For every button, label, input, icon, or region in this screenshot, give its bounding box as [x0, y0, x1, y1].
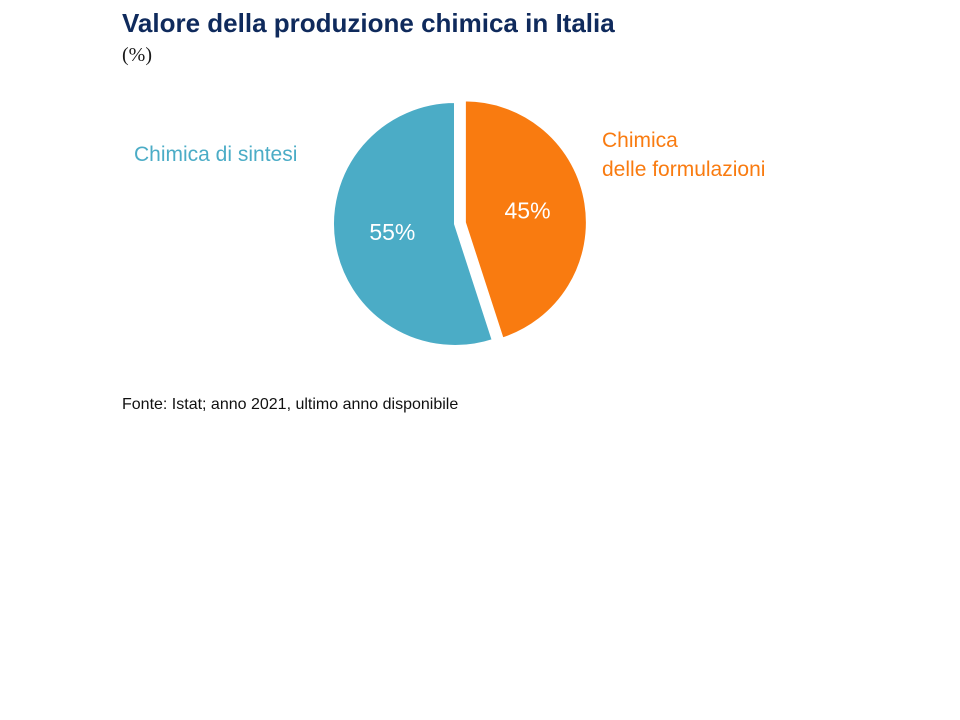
slice-name-line: delle formulazioni [602, 158, 766, 181]
slice-name-line: Chimica di sintesi [134, 143, 298, 166]
slice-name-chimica-di-sintesi: Chimica di sintesi [134, 142, 297, 168]
pie-data-label: 45% [505, 198, 551, 224]
chart-source: Fonte: Istat; anno 2021, ultimo anno dis… [122, 396, 459, 413]
pie-slice-chimica-di-sintesi [332, 100, 494, 347]
slice-name-chimica-delle-formulazioni: Chimica delle formulazioni [602, 126, 765, 184]
chart-title: Valore della produzione chimica in Itali… [122, 8, 615, 38]
chart-subtitle: (%) [122, 44, 152, 66]
slice-name-line: Chimica [602, 129, 678, 152]
pie-slice-chimica-delle-formulazioni [463, 99, 588, 340]
pie-data-label: 55% [369, 219, 415, 245]
